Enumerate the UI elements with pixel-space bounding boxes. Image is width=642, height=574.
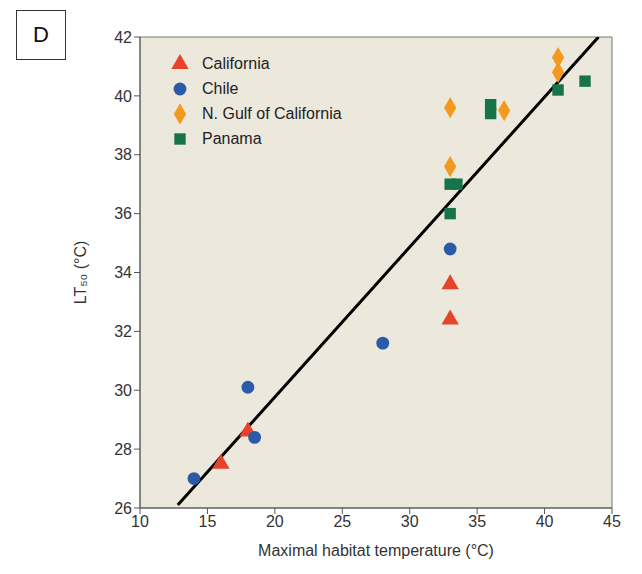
svg-text:36: 36 <box>114 205 132 222</box>
html-text:California: California <box>202 54 270 72</box>
html-text:Panama: Panama <box>202 129 262 147</box>
svg-text:28: 28 <box>114 441 132 458</box>
html-text:N. Gulf of California: N. Gulf of California <box>202 104 342 122</box>
svg-text:30: 30 <box>114 382 132 399</box>
svg-text:30: 30 <box>401 513 419 530</box>
svg-text:45: 45 <box>603 513 621 530</box>
svg-text:25: 25 <box>333 513 351 530</box>
svg-text:40: 40 <box>114 88 132 105</box>
svg-text:LT₅₀ (°C): LT₅₀ (°C) <box>72 241 89 305</box>
svg-text:34: 34 <box>114 264 132 281</box>
svg-text:35: 35 <box>468 513 486 530</box>
html-text:D: D <box>33 22 49 47</box>
svg-text:26: 26 <box>114 500 132 517</box>
svg-text:20: 20 <box>266 513 284 530</box>
svg-text:Maximal habitat temperature (°: Maximal habitat temperature (°C) <box>258 542 494 559</box>
svg-text:10: 10 <box>131 513 149 530</box>
html-text:Chile: Chile <box>202 79 239 97</box>
svg-text:42: 42 <box>114 29 132 46</box>
svg-text:38: 38 <box>114 146 132 163</box>
svg-text:15: 15 <box>199 513 217 530</box>
svg-text:32: 32 <box>114 323 132 340</box>
svg-text:40: 40 <box>536 513 554 530</box>
